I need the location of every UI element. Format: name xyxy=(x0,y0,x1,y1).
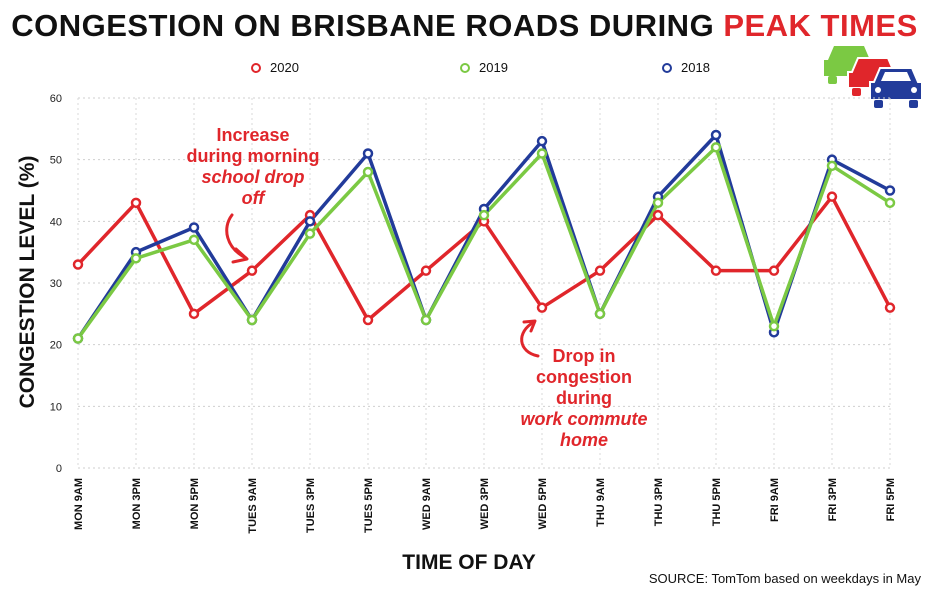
legend-item-2019[interactable]: 2019 xyxy=(460,60,508,75)
data-point-2019 xyxy=(710,142,722,153)
x-tick-label: FRI 3PM xyxy=(827,478,839,521)
data-point-2018 xyxy=(188,222,200,233)
data-point-2019 xyxy=(768,320,780,332)
x-tick-label: WED 3PM xyxy=(479,478,491,529)
data-point-2020 xyxy=(826,191,838,202)
x-axis-title: TIME OF DAY xyxy=(402,551,536,574)
data-point-2019 xyxy=(420,314,432,326)
data-point-2018 xyxy=(362,148,374,159)
y-axis-title: CONGESTION LEVEL (%) xyxy=(16,155,39,409)
data-point-2020 xyxy=(884,302,896,313)
y-tick-label: 40 xyxy=(50,216,62,228)
data-point-2019 xyxy=(652,197,664,209)
data-point-2020 xyxy=(768,265,780,276)
legend-label-2019: 2019 xyxy=(479,60,508,75)
annotation-morning-increase: Increase during morning school drop off xyxy=(173,125,333,209)
data-point-2018 xyxy=(304,216,316,227)
y-tick-label: 10 xyxy=(50,401,62,413)
x-tick-label: MON 3PM xyxy=(131,478,143,529)
annotation-arrow-1-head xyxy=(231,247,249,264)
y-tick-label: 20 xyxy=(50,340,62,352)
data-point-2020 xyxy=(72,259,84,270)
data-point-2020 xyxy=(362,314,374,326)
data-point-2020 xyxy=(130,197,142,209)
data-point-2019 xyxy=(826,160,838,172)
data-point-2019 xyxy=(536,148,548,159)
x-tick-label: TUES 3PM xyxy=(305,478,317,533)
annotation-commute-drop: Drop in congestion during work commute h… xyxy=(499,346,669,451)
data-point-2019 xyxy=(884,197,896,209)
annotation-arrow-2 xyxy=(520,320,540,358)
y-tick-label: 50 xyxy=(50,155,62,167)
data-point-2018 xyxy=(536,135,548,147)
cars-icon xyxy=(824,46,923,108)
data-point-2019 xyxy=(188,234,200,246)
x-tick-label: MON 5PM xyxy=(189,478,201,529)
car-blue-icon xyxy=(869,67,923,108)
data-point-2020 xyxy=(710,265,722,276)
legend-item-2018[interactable]: 2018 xyxy=(662,60,710,75)
x-tick-label: WED 5PM xyxy=(537,478,549,529)
x-tick-label: THU 9AM xyxy=(595,478,607,527)
data-point-2019 xyxy=(304,228,316,239)
data-point-2019 xyxy=(72,333,84,344)
legend-item-2020[interactable]: 2020 xyxy=(251,60,299,75)
annotation-2-line-2: congestion xyxy=(535,367,632,387)
data-point-2020 xyxy=(536,302,548,313)
x-tick-label: THU 3PM xyxy=(653,478,665,526)
x-tick-label: MON 9AM xyxy=(73,478,85,530)
annotation-1-line-3: school drop xyxy=(201,167,305,187)
data-point-2018 xyxy=(710,129,722,141)
annotation-2-line-1: Drop in xyxy=(552,346,616,366)
legend-dot-2020 xyxy=(251,62,261,73)
chart-title-main: CONGESTION ON BRISBANE ROADS DURING xyxy=(11,8,715,43)
data-point-2019 xyxy=(362,166,374,178)
annotation-arrow-2-head xyxy=(522,319,537,333)
data-point-2019 xyxy=(130,253,142,264)
data-point-2020 xyxy=(652,209,664,221)
legend-dot-2019 xyxy=(460,62,470,73)
x-tick-label: FRI 5PM xyxy=(885,478,897,521)
legend-dot-2018 xyxy=(662,62,672,73)
data-point-2019 xyxy=(478,209,490,221)
data-point-2019 xyxy=(594,308,606,320)
y-tick-label: 0 xyxy=(56,463,62,475)
annotation-2-line-3: during xyxy=(556,388,612,408)
source-note: SOURCE: TomTom based on weekdays in May xyxy=(648,571,921,586)
x-tick-label: WED 9AM xyxy=(421,478,433,530)
data-point-2020 xyxy=(188,308,200,320)
x-tick-label: TUES 5PM xyxy=(363,478,375,533)
annotation-2-line-5: home xyxy=(559,430,608,450)
data-point-2020 xyxy=(594,265,606,276)
annotation-1-line-4: off xyxy=(241,188,265,208)
legend: 2020 2019 2018 xyxy=(0,60,929,80)
chart-title: CONGESTION ON BRISBANE ROADS DURING PEAK… xyxy=(0,8,929,44)
annotation-1-line-1: Increase xyxy=(216,125,290,145)
x-tick-label: FRI 9AM xyxy=(769,478,781,522)
data-point-2020 xyxy=(420,265,432,276)
y-tick-label: 60 xyxy=(50,93,62,105)
annotation-2-line-4: work commute xyxy=(520,409,648,429)
data-point-2019 xyxy=(246,314,258,326)
data-point-2020 xyxy=(246,265,258,276)
data-point-2018 xyxy=(884,185,896,196)
annotation-1-line-2: during morning xyxy=(186,146,320,166)
y-tick-label: 30 xyxy=(50,278,62,290)
chart-title-accent: PEAK TIMES xyxy=(723,8,918,43)
legend-label-2018: 2018 xyxy=(681,60,710,75)
x-tick-label: THU 5PM xyxy=(711,478,723,526)
x-tick-label: TUES 9AM xyxy=(247,478,259,534)
legend-label-2020: 2020 xyxy=(270,60,299,75)
